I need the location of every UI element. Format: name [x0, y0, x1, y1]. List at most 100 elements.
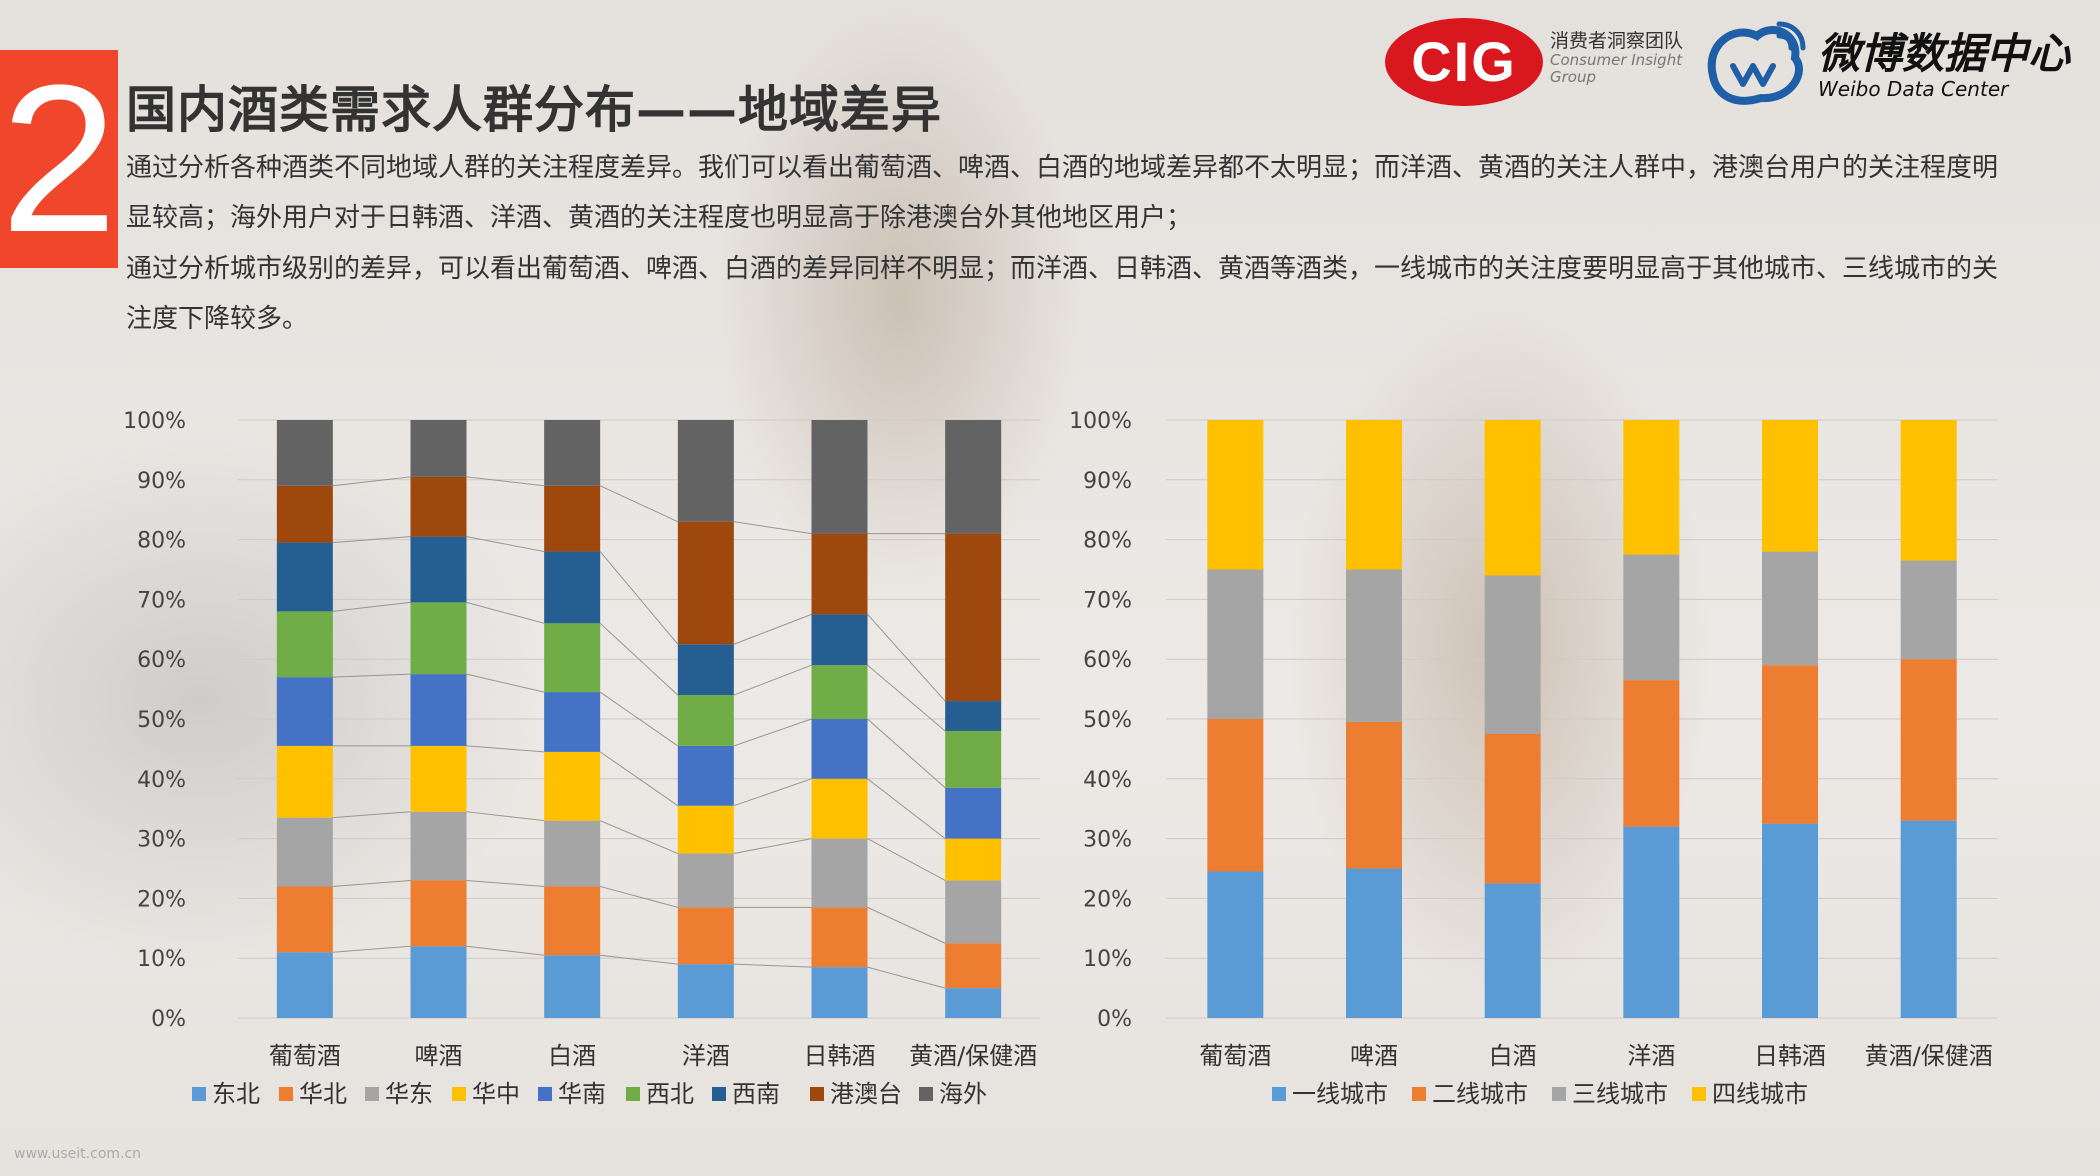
- series-line: [733, 613, 812, 645]
- bar-segment: [1900, 659, 1957, 821]
- bar-segment: [1900, 560, 1957, 660]
- bar-segment: [811, 665, 868, 719]
- bar-segment: [811, 533, 868, 615]
- y-tick-label: 90%: [1083, 469, 1132, 494]
- bar-segment: [1207, 420, 1264, 570]
- bar-segment: [945, 943, 1002, 989]
- watermark: www.useit.com.cn: [14, 1146, 142, 1162]
- legend-label: 四线城市: [1712, 1080, 1808, 1108]
- x-category-label: 黄酒/保健酒: [1865, 1042, 1993, 1070]
- x-category-label: 白酒: [1489, 1042, 1537, 1070]
- legend-swatch: [365, 1087, 379, 1101]
- x-category-label: 日韩酒: [1754, 1042, 1826, 1070]
- y-tick-label: 60%: [137, 648, 186, 673]
- bar-segment: [1346, 721, 1402, 869]
- bar-segment: [945, 420, 1002, 534]
- series-line: [733, 838, 812, 855]
- bar-segment: [1484, 733, 1541, 884]
- bar-segment: [677, 964, 734, 1018]
- legend-label: 港澳台: [830, 1080, 902, 1108]
- y-tick-label: 80%: [1083, 529, 1132, 554]
- section-number: 2: [0, 41, 118, 276]
- bar-segment: [276, 420, 333, 486]
- bar-segment: [1762, 823, 1818, 1018]
- weibo-logo-text: 微博数据中心 Weibo Data Center: [1818, 29, 2071, 101]
- series-line: [600, 885, 678, 908]
- bar-segment: [677, 805, 734, 854]
- bar-segment: [945, 701, 1002, 731]
- legend-swatch: [279, 1087, 293, 1101]
- legend-swatch: [712, 1087, 726, 1101]
- legend-label: 三线城市: [1572, 1080, 1668, 1108]
- bar-segment: [276, 952, 333, 1018]
- series-line: [466, 673, 545, 693]
- bar-segment: [1207, 871, 1264, 1018]
- series-line: [332, 945, 411, 953]
- series-line: [733, 664, 812, 696]
- x-category-label: 啤酒: [415, 1042, 463, 1070]
- bar-segment: [1346, 569, 1402, 722]
- series-line: [867, 718, 946, 789]
- y-tick-label: 70%: [137, 588, 186, 613]
- bar-segment: [811, 420, 868, 534]
- bar-segment: [1484, 883, 1541, 1018]
- x-category-label: 葡萄酒: [1199, 1042, 1271, 1070]
- y-tick-label: 10%: [1083, 947, 1132, 972]
- legend-swatch: [538, 1087, 552, 1101]
- bar-segment: [410, 420, 467, 477]
- series-line: [332, 673, 411, 678]
- series-line: [867, 778, 946, 839]
- series-line: [332, 476, 411, 487]
- cig-logo: CIG: [1385, 18, 1543, 106]
- bar-segment: [677, 521, 734, 645]
- series-line: [733, 521, 812, 535]
- series-line: [733, 718, 812, 747]
- bar-segment: [677, 695, 734, 746]
- y-tick-label: 80%: [137, 529, 186, 554]
- bar-segment: [945, 533, 1002, 702]
- legend-label: 一线城市: [1292, 1080, 1388, 1108]
- series-line: [600, 954, 678, 965]
- series-line: [466, 601, 545, 624]
- bar-segment: [1346, 868, 1402, 1018]
- x-category-label: 啤酒: [1350, 1042, 1398, 1070]
- cig-name-cn: 消费者洞察团队: [1550, 30, 1684, 52]
- bar-segment: [1900, 820, 1957, 1018]
- series-line: [733, 963, 812, 968]
- y-tick-label: 100%: [123, 409, 186, 434]
- legend-swatch: [919, 1087, 933, 1101]
- bar-segment: [945, 838, 1002, 881]
- cig-name-en-line1: Consumer Insight: [1550, 51, 1683, 69]
- legend-label: 华南: [558, 1080, 606, 1108]
- intro-paragraph-1: 通过分析各种酒类不同地域人群的关注程度差异。我们可以看出葡萄酒、啤酒、白酒的地域…: [126, 153, 1999, 233]
- series-line: [599, 820, 679, 855]
- bar-segment: [1207, 569, 1264, 719]
- bar-segment: [677, 907, 734, 965]
- weibo-name-cn: 微博数据中心: [1818, 29, 2071, 78]
- bar-segment: [945, 880, 1002, 944]
- series-line: [867, 664, 946, 732]
- y-tick-label: 70%: [1083, 588, 1132, 613]
- bar-segment: [811, 719, 868, 779]
- bar-segment: [945, 730, 1002, 788]
- bar-segment: [677, 853, 734, 908]
- bar-segment: [544, 751, 601, 821]
- legend-swatch: [1552, 1087, 1566, 1101]
- series-line: [332, 601, 411, 612]
- series-line: [332, 811, 411, 819]
- series-line: [599, 622, 679, 696]
- legend-swatch: [1272, 1087, 1286, 1101]
- legend-swatch: [1412, 1087, 1426, 1101]
- bar-segment: [811, 614, 868, 666]
- x-category-label: 黄酒/保健酒: [909, 1042, 1037, 1070]
- x-category-label: 洋酒: [1627, 1042, 1675, 1070]
- legend-label: 西北: [646, 1080, 694, 1108]
- legend-swatch: [810, 1087, 824, 1101]
- y-tick-label: 0%: [1097, 1007, 1132, 1032]
- y-tick-label: 20%: [137, 887, 186, 912]
- bar-segment: [1207, 719, 1264, 872]
- series-line: [466, 879, 545, 887]
- bar-segment: [811, 838, 868, 908]
- bar-segment: [276, 677, 333, 746]
